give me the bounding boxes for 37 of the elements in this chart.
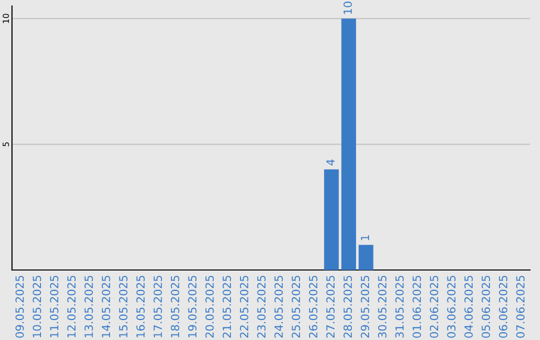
x-tick-label: 02.06.2025 xyxy=(430,276,438,338)
bar xyxy=(358,244,374,270)
x-tick-label: 16.05.2025 xyxy=(136,276,145,338)
x-tick-label: 17.05.2025 xyxy=(154,276,162,338)
x-tick-label: 15.05.2025 xyxy=(119,276,128,338)
x-tick-label: 06.06.2025 xyxy=(498,276,508,338)
x-tick-label: 25.05.2025 xyxy=(292,276,300,338)
x-tick-label: 19.05.2025 xyxy=(188,276,197,338)
x-tick-label: 12.05.2025 xyxy=(67,276,76,338)
x-tick-label: 28.05.2025 xyxy=(344,276,352,338)
data-label: 4 xyxy=(326,159,334,166)
x-tick-label: 23.05.2025 xyxy=(257,276,266,338)
x-tick-label: 01.06.2025 xyxy=(412,276,421,338)
x-tick-label: 13.05.2025 xyxy=(84,276,93,338)
y-tick-label: 5 xyxy=(2,142,9,146)
x-tick-label: 27.05.2025 xyxy=(326,276,335,338)
x-tick-label: 04.06.2025 xyxy=(464,276,473,338)
data-label: 1 xyxy=(360,235,370,240)
x-tick-label: 26.05.2025 xyxy=(308,276,318,338)
x-tick-label: 20.05.2025 xyxy=(205,276,214,338)
x-tick-label: 31.05.2025 xyxy=(395,276,404,338)
x-tick-label: 03.06.2025 xyxy=(447,276,456,338)
x-tick-label: 09.05.2025 xyxy=(15,276,24,338)
x-tick-label: 05.06.2025 xyxy=(482,276,490,338)
x-tick-label: 24.05.2025 xyxy=(274,276,283,338)
x-tick-label: 14.05.2025 xyxy=(102,276,110,338)
x-tick-label: 07.06.2025 xyxy=(516,276,525,338)
x-tick-label: 10.05.2025 xyxy=(32,276,42,338)
x-tick-label: 30.05.2025 xyxy=(378,276,386,338)
x-tick-label: 29.05.2025 xyxy=(360,276,370,338)
bar xyxy=(324,169,339,270)
bar xyxy=(341,18,356,270)
x-tick-label: 18.05.2025 xyxy=(170,276,180,338)
data-label: 10 xyxy=(344,2,352,14)
x-tick-label: 22.05.2025 xyxy=(240,276,248,338)
x-tick-label: 11.05.2025 xyxy=(50,276,58,338)
x-tick-label: 21.05.2025 xyxy=(222,276,232,338)
